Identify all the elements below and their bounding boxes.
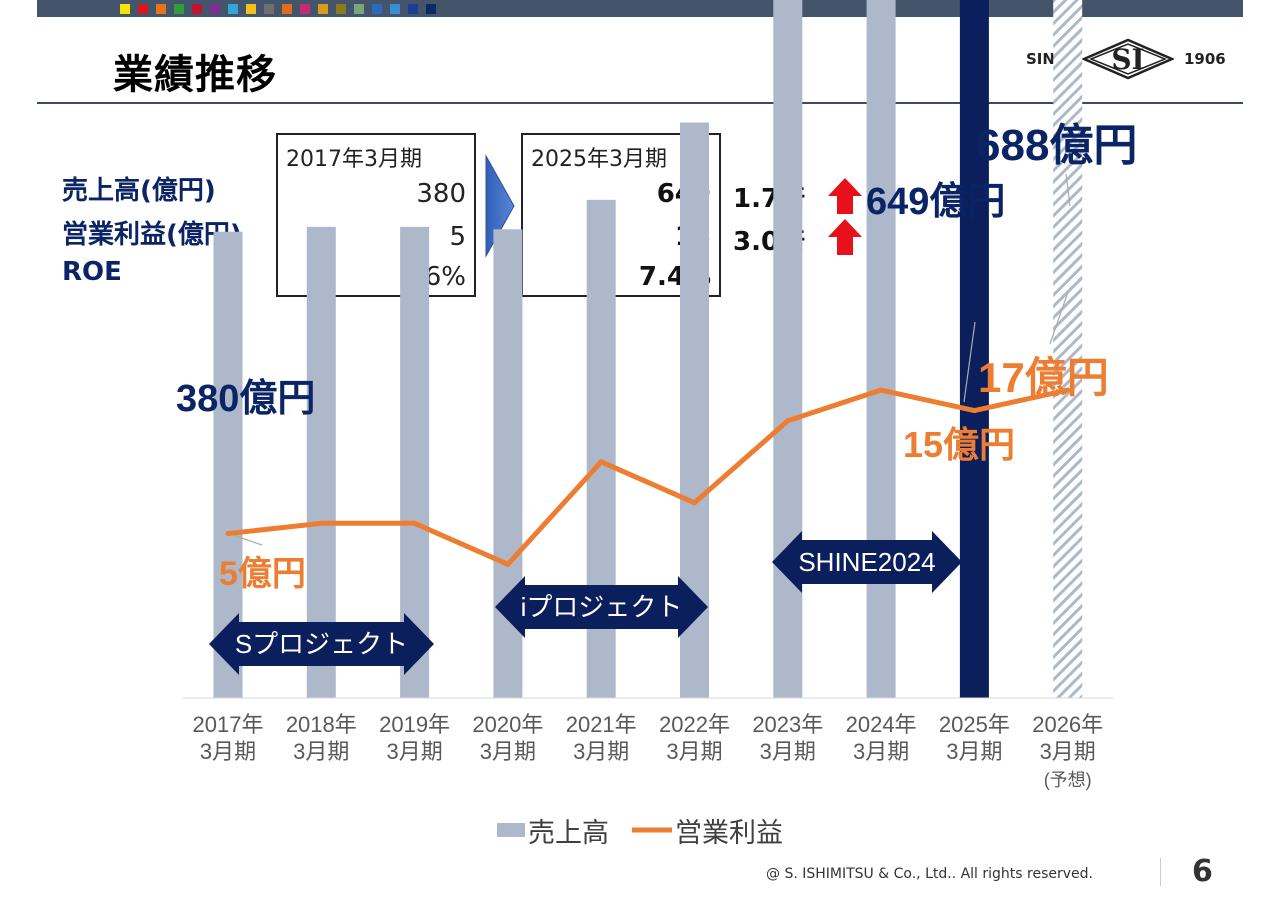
color-swatch: [210, 4, 220, 14]
leader-line-sales-2026: [1065, 173, 1071, 207]
series-line-営業利益: [227, 387, 1069, 567]
label-sales-2026: 688億円: [976, 121, 1137, 170]
color-swatch: [318, 4, 328, 14]
x-tick-label-2-0: 2019年: [379, 712, 450, 737]
color-swatch-strip: [120, 4, 436, 14]
row-label-sales: 売上高(億円): [62, 176, 216, 206]
page-title: 業績推移: [113, 52, 277, 98]
color-swatch: [390, 4, 400, 14]
up-arrow-icon: [828, 178, 862, 214]
legend-swatch-売上高: [497, 823, 525, 837]
summary-value-sales: 380: [416, 179, 466, 209]
color-swatch: [174, 4, 184, 14]
bar-売上高-8: [959, 0, 989, 698]
copyright: @ S. ISHIMITSU & Co., Ltd.. All rights r…: [766, 866, 1093, 882]
bar-売上高-6: [773, 0, 803, 698]
x-tick-label-1-1: 3月期: [293, 739, 349, 764]
legend-label-営業利益: 営業利益: [675, 818, 783, 848]
summary-box-header: 2025年3月期: [531, 147, 667, 172]
x-tick-label-7-0: 2024年: [846, 712, 917, 737]
x-tick-label-5-1: 3月期: [666, 739, 722, 764]
x-tick-label-9-0: 2026年: [1032, 712, 1103, 737]
x-tick-label-3-0: 2020年: [472, 712, 543, 737]
label-sales-2025: 649億円: [866, 181, 1005, 223]
company-logo: SINCE SI 1906: [1022, 36, 1226, 82]
x-tick-label-3-1: 3月期: [480, 739, 536, 764]
color-swatch: [264, 4, 274, 14]
title-rule: [37, 102, 1243, 104]
summary-box-header: 2017年3月期: [286, 147, 422, 172]
x-tick-label-7-1: 3月期: [853, 739, 909, 764]
color-swatch: [426, 4, 436, 14]
label-profit-2025: 15億円: [903, 424, 1015, 465]
color-swatch: [228, 4, 238, 14]
project-i-label: iプロジェクト: [521, 592, 683, 622]
summary-box-2017: 2017年3月期 380 5 2.6%: [276, 133, 476, 297]
row-label-profit: 営業利益(億円): [62, 220, 242, 250]
x-tick-label-8-1: 3月期: [946, 739, 1002, 764]
color-swatch: [300, 4, 310, 14]
color-swatch: [372, 4, 382, 14]
color-swatch: [192, 4, 202, 14]
project-s-arrow: [209, 613, 434, 675]
project-shine2024-arrow: [772, 531, 962, 593]
legend-label-売上高: 売上高: [528, 818, 609, 848]
logo-mark: SI: [1111, 43, 1144, 76]
color-swatch: [156, 4, 166, 14]
color-swatch: [282, 4, 292, 14]
row-label-roe: ROE: [62, 257, 122, 287]
project-shine2024-label: SHINE2024: [798, 547, 935, 577]
color-swatch: [138, 4, 148, 14]
x-tick-label-9-2: (予想): [1044, 770, 1092, 790]
bar-売上高-7: [866, 0, 896, 698]
summary-value-profit: 5: [449, 222, 466, 252]
color-swatch: [354, 4, 364, 14]
label-profit-2026: 17億円: [978, 354, 1109, 401]
project-i-arrow: [495, 576, 708, 638]
x-tick-label-9-1: 3月期: [1040, 739, 1096, 764]
label-profit-start: 5億円: [219, 555, 306, 593]
color-swatch: [246, 4, 256, 14]
bar-売上高-9: [1053, 0, 1083, 699]
page-number: 6: [1192, 854, 1213, 889]
x-tick-label-0-1: 3月期: [200, 739, 256, 764]
x-tick-label-4-0: 2021年: [566, 712, 637, 737]
label-sales-start: 380億円: [176, 378, 315, 420]
x-tick-label-5-0: 2022年: [659, 712, 730, 737]
leader-line-profit-2017: [232, 534, 263, 546]
x-tick-label-6-1: 3月期: [760, 739, 816, 764]
x-tick-label-6-0: 2023年: [752, 712, 823, 737]
logo-diamond-icon: SI: [1082, 38, 1174, 80]
color-swatch: [120, 4, 130, 14]
x-tick-label-1-0: 2018年: [286, 712, 357, 737]
x-tick-label-4-1: 3月期: [573, 739, 629, 764]
x-tick-label-8-0: 2025年: [939, 712, 1010, 737]
bar-売上高-1: [306, 226, 336, 698]
page-separator: [1160, 858, 1161, 886]
leader-line-profit-2025: [963, 321, 976, 403]
project-s-label: Sプロジェクト: [235, 629, 408, 659]
color-swatch: [336, 4, 346, 14]
color-swatch: [408, 4, 418, 14]
up-arrow-icon: [828, 219, 862, 255]
leader-line-profit-2026: [1049, 291, 1069, 345]
logo-year: 1906: [1184, 50, 1226, 68]
x-tick-label-2-1: 3月期: [386, 739, 442, 764]
x-tick-label-0-0: 2017年: [193, 712, 264, 737]
